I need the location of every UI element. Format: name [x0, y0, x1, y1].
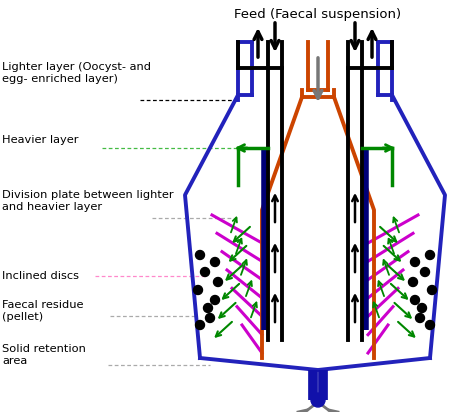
Circle shape: [426, 250, 435, 260]
Circle shape: [210, 295, 219, 304]
Circle shape: [409, 278, 418, 286]
Circle shape: [195, 250, 204, 260]
Text: Heavier layer: Heavier layer: [2, 135, 79, 145]
Circle shape: [193, 286, 202, 295]
Circle shape: [410, 295, 419, 304]
Circle shape: [428, 286, 437, 295]
Text: Lighter layer (Oocyst- and
egg- enriched layer): Lighter layer (Oocyst- and egg- enriched…: [2, 62, 151, 84]
Circle shape: [213, 278, 222, 286]
Text: Faecal residue
(pellet): Faecal residue (pellet): [2, 300, 83, 322]
Circle shape: [210, 258, 219, 267]
Circle shape: [418, 304, 427, 312]
Text: Inclined discs: Inclined discs: [2, 271, 79, 281]
Circle shape: [416, 314, 425, 323]
Text: Division plate between lighter
and heavier layer: Division plate between lighter and heavi…: [2, 190, 173, 212]
Circle shape: [195, 321, 204, 330]
Circle shape: [420, 267, 429, 276]
Text: Solid retention
area: Solid retention area: [2, 344, 86, 365]
Circle shape: [426, 321, 435, 330]
Text: Feed (Faecal suspension): Feed (Faecal suspension): [235, 8, 401, 21]
Circle shape: [203, 304, 212, 312]
Circle shape: [410, 258, 419, 267]
Circle shape: [201, 267, 210, 276]
Circle shape: [311, 393, 325, 407]
Circle shape: [206, 314, 215, 323]
